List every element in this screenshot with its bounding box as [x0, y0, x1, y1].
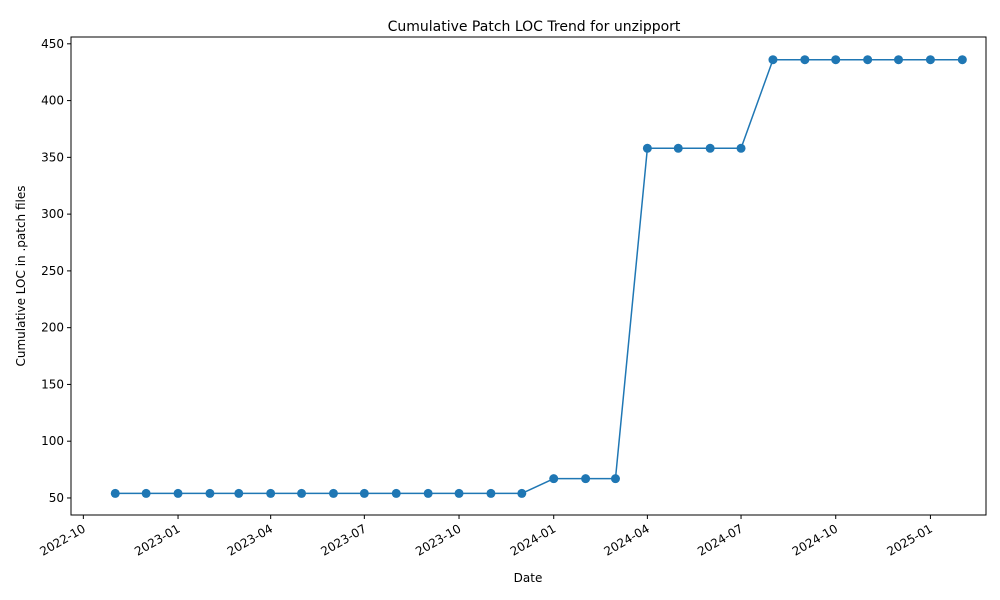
- data-point: [894, 55, 904, 65]
- data-point: [831, 55, 841, 65]
- data-point: [642, 143, 652, 153]
- y-tick-label: 100: [41, 434, 64, 448]
- x-axis-label: Date: [514, 571, 543, 585]
- data-point: [328, 488, 338, 498]
- y-tick-label: 50: [49, 491, 64, 505]
- y-tick-label: 150: [41, 377, 64, 391]
- data-point: [110, 488, 120, 498]
- data-point: [205, 488, 215, 498]
- data-point: [925, 55, 935, 65]
- y-tick-label: 300: [41, 207, 64, 221]
- data-point: [610, 474, 620, 484]
- data-point: [173, 488, 183, 498]
- y-tick-label: 350: [41, 150, 64, 164]
- data-point: [517, 488, 527, 498]
- data-point: [486, 488, 496, 498]
- data-point: [800, 55, 810, 65]
- data-point: [297, 488, 307, 498]
- y-tick-label: 200: [41, 321, 64, 335]
- data-point: [266, 488, 276, 498]
- data-point: [736, 143, 746, 153]
- data-point: [549, 474, 559, 484]
- chart-title: Cumulative Patch LOC Trend for unzipport: [388, 19, 681, 35]
- y-tick-label: 450: [41, 37, 64, 51]
- series-line: [115, 58, 963, 495]
- data-point: [581, 474, 591, 484]
- data-point: [863, 55, 873, 65]
- y-tick-label: 250: [41, 264, 64, 278]
- data-point: [141, 488, 151, 498]
- data-point: [391, 488, 401, 498]
- data-point: [673, 143, 683, 153]
- y-tick-label: 400: [41, 94, 64, 108]
- data-point: [705, 143, 715, 153]
- data-point: [957, 55, 967, 65]
- data-point: [454, 488, 464, 498]
- data-point: [423, 488, 433, 498]
- y-axis-label: Cumulative LOC in .patch files: [14, 186, 28, 367]
- data-point: [768, 55, 778, 65]
- data-point: [359, 488, 369, 498]
- data-point: [234, 488, 244, 498]
- plot-frame: [70, 36, 987, 516]
